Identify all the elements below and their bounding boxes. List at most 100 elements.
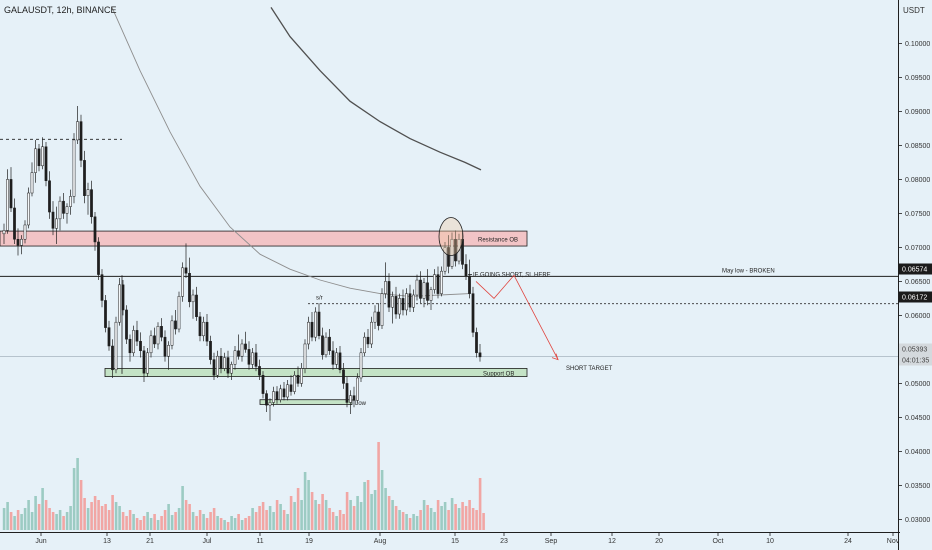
candle[interactable] [65, 203, 69, 224]
candle[interactable] [380, 288, 384, 329]
candle[interactable] [146, 348, 149, 377]
candle[interactable] [310, 312, 314, 342]
candle[interactable] [464, 254, 468, 281]
candle[interactable] [324, 332, 328, 358]
candle[interactable] [156, 322, 160, 350]
candle[interactable] [2, 223, 6, 244]
candle[interactable] [331, 341, 335, 370]
candle[interactable] [415, 274, 419, 301]
candle[interactable] [268, 398, 272, 421]
candle[interactable] [475, 327, 478, 358]
candle[interactable] [135, 320, 139, 346]
candle[interactable] [44, 142, 48, 187]
candle[interactable] [230, 361, 233, 380]
candle[interactable] [23, 220, 27, 244]
candle[interactable] [34, 139, 37, 183]
candle[interactable] [303, 339, 307, 374]
candle[interactable] [398, 293, 401, 319]
candle[interactable] [69, 189, 72, 215]
candle[interactable] [170, 315, 174, 350]
candle[interactable] [342, 363, 345, 389]
candle[interactable] [30, 162, 34, 197]
candle[interactable] [391, 291, 394, 324]
candle[interactable] [72, 133, 76, 204]
candle[interactable] [387, 273, 391, 312]
candle[interactable] [478, 343, 482, 362]
candle[interactable] [20, 235, 23, 255]
candle[interactable] [128, 334, 132, 362]
candle[interactable] [76, 105, 79, 145]
candle[interactable] [443, 241, 447, 275]
candle[interactable] [90, 180, 93, 224]
candle[interactable] [244, 331, 247, 353]
candle[interactable] [254, 343, 258, 372]
candle[interactable] [13, 198, 16, 244]
candle[interactable] [370, 316, 373, 349]
candle[interactable] [258, 359, 261, 380]
candle[interactable] [345, 376, 349, 408]
candle[interactable] [363, 332, 366, 357]
candle[interactable] [104, 295, 107, 333]
candle[interactable] [142, 346, 146, 383]
x-axis[interactable]: Jun 13 21 Jul 11 19 Aug 15 23 Sep 12 20 Oct 10 24 Nov [35, 532, 900, 545]
candle[interactable] [251, 348, 254, 369]
candle[interactable] [79, 114, 83, 168]
candle[interactable] [100, 269, 104, 308]
candle[interactable] [471, 286, 475, 338]
candle[interactable] [356, 373, 359, 404]
candle[interactable] [405, 288, 408, 316]
candle[interactable] [181, 262, 184, 302]
candle[interactable] [247, 341, 251, 370]
candle[interactable] [359, 348, 363, 383]
candle[interactable] [62, 193, 65, 219]
candle[interactable] [107, 320, 111, 351]
candle[interactable] [321, 327, 324, 360]
candle[interactable] [153, 327, 156, 349]
candle[interactable] [216, 350, 219, 378]
candle[interactable] [286, 380, 289, 401]
candle[interactable] [436, 266, 440, 299]
candle[interactable] [454, 230, 457, 267]
y-axis[interactable]: 0.10000 0.09500 0.09000 0.08500 0.08000 0.075… [898, 41, 930, 524]
candle[interactable] [468, 259, 471, 299]
candle[interactable] [6, 169, 9, 234]
candle[interactable] [177, 291, 181, 333]
candle[interactable] [191, 289, 195, 319]
candle[interactable] [209, 335, 212, 365]
candle[interactable] [184, 243, 188, 278]
candle[interactable] [27, 187, 30, 229]
candle[interactable] [41, 137, 44, 170]
candle[interactable] [212, 352, 216, 380]
candle[interactable] [51, 201, 55, 236]
candle[interactable] [132, 325, 135, 357]
candle[interactable] [338, 346, 342, 374]
candle[interactable] [198, 312, 202, 342]
candle[interactable] [97, 237, 100, 281]
candle[interactable] [265, 390, 268, 412]
candle[interactable] [349, 390, 352, 414]
candle[interactable] [352, 386, 356, 408]
candle[interactable] [118, 278, 121, 326]
candle[interactable] [219, 348, 223, 374]
candle[interactable] [16, 228, 20, 256]
candle[interactable] [195, 286, 198, 321]
candle[interactable] [419, 271, 422, 304]
candle[interactable] [237, 334, 240, 360]
candle[interactable] [55, 206, 58, 244]
candle[interactable] [293, 371, 296, 395]
candle[interactable] [58, 196, 62, 231]
candle[interactable] [205, 314, 209, 346]
candle[interactable] [111, 339, 114, 378]
candle[interactable] [9, 167, 13, 213]
candle[interactable] [282, 382, 286, 401]
candle[interactable] [233, 346, 237, 370]
candle[interactable] [373, 305, 377, 329]
candle[interactable] [125, 305, 128, 344]
candle[interactable] [433, 269, 436, 294]
candle[interactable] [261, 371, 265, 399]
candle[interactable] [86, 182, 90, 215]
candle[interactable] [121, 280, 125, 316]
candle[interactable] [450, 232, 454, 270]
candle[interactable] [48, 171, 51, 219]
